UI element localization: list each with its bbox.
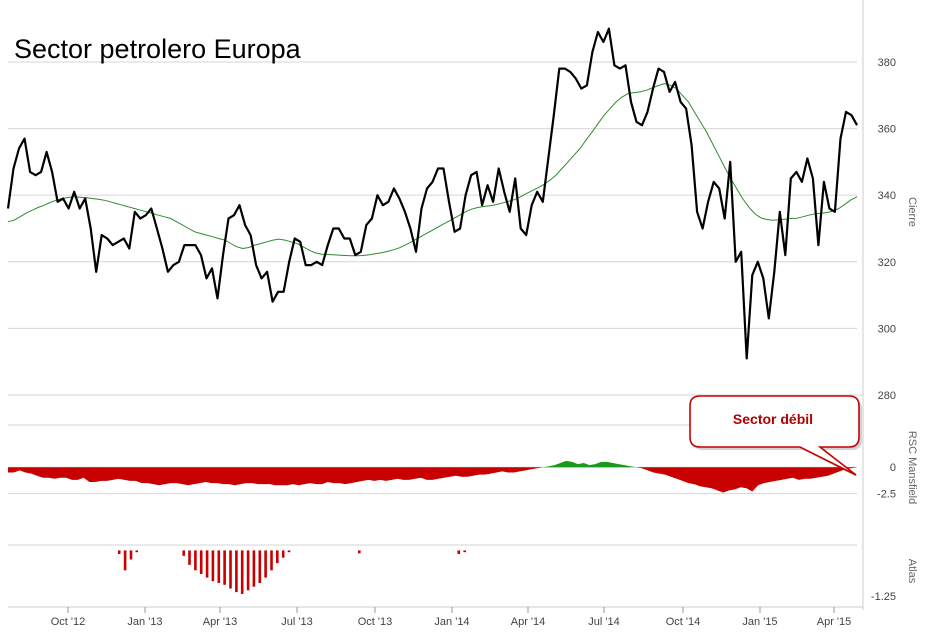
callout-box xyxy=(689,395,860,476)
chart-title: Sector petrolero Europa xyxy=(14,34,302,64)
mansfield-y-axis-label: RSC Mansfield xyxy=(906,431,918,504)
atlas-bar xyxy=(123,550,127,571)
mansfield-y-tick-label: 0 xyxy=(890,462,896,474)
moving-average-line xyxy=(7,83,858,257)
mansfield-area xyxy=(8,460,857,493)
x-tick-label: Oct '14 xyxy=(666,616,701,628)
atlas-bar xyxy=(258,550,262,583)
atlas-bar xyxy=(199,550,203,574)
atlas-bar xyxy=(463,550,466,553)
atlas-bar xyxy=(205,550,209,578)
atlas-bar xyxy=(129,550,133,560)
atlas-bar xyxy=(211,550,215,582)
atlas-bar xyxy=(264,550,267,578)
atlas-bar xyxy=(281,550,285,558)
annotation-callout: Sector débil xyxy=(689,395,862,478)
atlas-bar xyxy=(194,550,197,571)
price-y-tick-label: 360 xyxy=(878,124,896,136)
atlas-bar xyxy=(457,550,461,554)
atlas-bar xyxy=(270,550,273,571)
atlas-bar xyxy=(223,550,226,585)
mansfield-positive-area xyxy=(8,460,857,468)
atlas-bar xyxy=(117,550,121,554)
atlas-bar xyxy=(188,550,191,565)
x-tick-label: Jan '14 xyxy=(434,616,469,628)
atlas-bar xyxy=(135,550,139,553)
atlas-bar xyxy=(240,550,244,594)
atlas-bar xyxy=(217,550,221,583)
atlas-bar xyxy=(246,550,250,591)
price-y-tick-label: 320 xyxy=(878,257,896,269)
x-tick-label: Jan '15 xyxy=(742,616,777,628)
price-y-tick-label: 280 xyxy=(878,390,896,402)
x-tick-label: Apr '14 xyxy=(511,616,546,628)
atlas-bar xyxy=(235,550,238,593)
price-y-tick-label: 300 xyxy=(878,323,896,335)
x-tick-label: Jul '13 xyxy=(281,616,312,628)
axes: 280 300 320 340 360 380 Cierre 0 -2.5 RSC Mansfie… xyxy=(8,0,918,628)
price-lines xyxy=(6,27,858,360)
atlas-bar xyxy=(358,550,361,554)
x-tick-label: Jul '14 xyxy=(588,616,619,628)
price-y-tick-label: 380 xyxy=(878,57,896,69)
atlas-bar xyxy=(182,550,185,556)
price-y-axis-label: Cierre xyxy=(906,197,918,227)
atlas-bar xyxy=(252,550,256,587)
atlas-bar xyxy=(287,550,291,553)
callout-text: Sector débil xyxy=(733,411,813,427)
atlas-y-axis-label: Atlas xyxy=(906,559,918,584)
x-tick-label: Apr '13 xyxy=(203,616,238,628)
x-tick-label: Oct '12 xyxy=(51,616,86,628)
price-y-tick-label: 340 xyxy=(878,190,896,202)
atlas-bar xyxy=(229,550,232,589)
mansfield-y-tick-label: -2.5 xyxy=(877,489,896,501)
mansfield-negative-area xyxy=(8,467,857,493)
close-price-line xyxy=(6,27,858,360)
atlas-y-tick-label: -1.25 xyxy=(871,591,896,603)
atlas-bars xyxy=(117,550,466,594)
x-tick-label: Jan '13 xyxy=(127,616,162,628)
atlas-bar xyxy=(276,550,279,564)
x-tick-label: Oct '13 xyxy=(358,616,393,628)
x-tick-label: Apr '15 xyxy=(817,616,852,628)
